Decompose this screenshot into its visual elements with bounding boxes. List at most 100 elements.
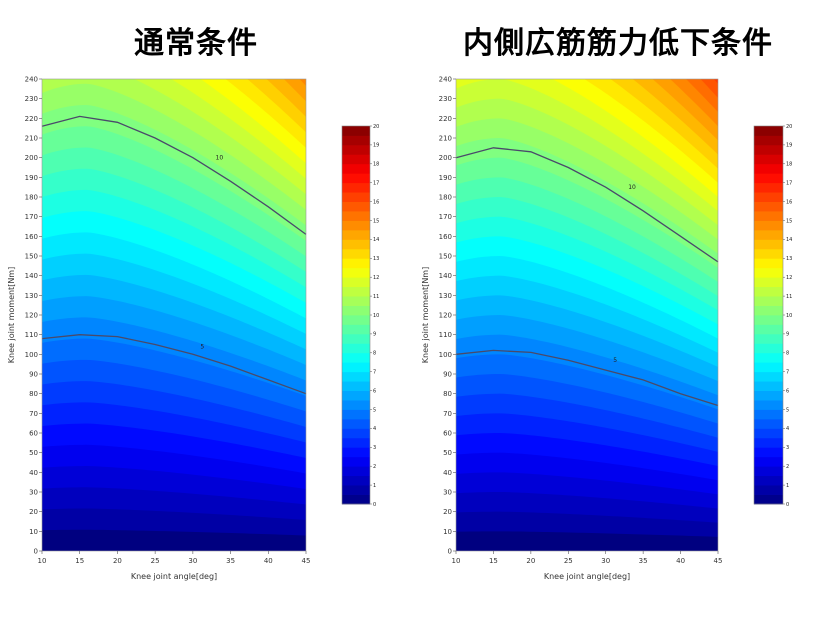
colorbar-segment [342, 400, 370, 410]
colorbar-segment [342, 144, 370, 155]
colorbar-segment [342, 485, 370, 495]
y-tick-label: 10 [29, 528, 38, 536]
x-tick-label: 45 [302, 557, 311, 565]
y-tick-label: 140 [25, 272, 38, 280]
colorbar-tick-label: 1 [786, 483, 789, 489]
colorbar-segment [754, 305, 783, 316]
contour-band [456, 0, 718, 79]
colorbar-segment [754, 173, 783, 184]
colorbar-segment [342, 305, 370, 316]
y-tick-label: 20 [29, 508, 38, 516]
contour-band [456, 0, 718, 79]
colorbar-tick-label: 7 [786, 370, 789, 376]
colorbar-tick-label: 9 [786, 332, 789, 338]
colorbar-tick-label: 19 [373, 143, 379, 149]
colorbar-segment [754, 409, 783, 420]
colorbar-tick-label: 10 [373, 313, 379, 319]
y-tick-label: 120 [439, 312, 452, 320]
y-tick-label: 110 [439, 331, 452, 339]
colorbar-tick-label: 15 [373, 218, 379, 224]
colorbar-tick-label: 0 [373, 502, 376, 508]
contour-line-10 [41, 115, 307, 235]
y-tick-label: 60 [29, 430, 38, 438]
colorbar-segment [342, 163, 370, 174]
colorbar-segment [754, 390, 783, 401]
y-tick-label: 50 [29, 449, 38, 457]
colorbar-segment [754, 485, 783, 495]
x-tick-label: 15 [489, 557, 498, 565]
y-tick-label: 120 [25, 312, 38, 320]
contour-band [456, 0, 718, 79]
colorbar-segment [754, 456, 783, 467]
colorbar-tick-label: 5 [786, 407, 789, 413]
colorbar-segment [342, 248, 370, 259]
colorbar-segment [754, 466, 783, 477]
colorbar-segment [342, 333, 370, 344]
colorbar-tick-label: 14 [373, 237, 379, 243]
colorbar-segment [754, 296, 783, 306]
colorbar-segment [754, 362, 783, 373]
colorbar-segment [754, 324, 783, 335]
contour-band [456, 79, 718, 169]
contour-band [42, 79, 306, 164]
colorbar-segment [342, 447, 370, 458]
colorbar-segment [754, 201, 783, 212]
x-tick-label: 45 [714, 557, 723, 565]
y-tick-label: 30 [443, 489, 452, 497]
contour-band [456, 0, 718, 79]
colorbar-tick-label: 12 [786, 275, 792, 281]
colorbar-segment [754, 248, 783, 259]
x-tick-label: 40 [676, 557, 685, 565]
y-tick-label: 190 [439, 174, 452, 182]
colorbar-tick-label: 2 [373, 464, 376, 470]
colorbar-segment [342, 352, 370, 363]
colorbar-segment [754, 135, 783, 146]
y-tick-label: 10 [443, 528, 452, 536]
colorbar-segment [342, 192, 370, 202]
y-tick-label: 220 [439, 115, 452, 123]
colorbar-segment [342, 315, 370, 325]
y-axis-label: Knee joint moment[Nm] [7, 267, 16, 363]
chart-panel-vm-weakness: 内側広筋筋力低下条件 5 10 0 10 20 30 40 50 60 70 80 90 100 110 1… [412, 0, 824, 631]
colorbar-segment [342, 494, 370, 505]
colorbar-segment [342, 475, 370, 486]
colorbar-segment [754, 239, 783, 250]
colorbar-segment [342, 381, 370, 391]
colorbar-segment [342, 126, 370, 136]
x-tick-label: 25 [151, 557, 160, 565]
y-tick-label: 230 [439, 95, 452, 103]
colorbar-segment [342, 409, 370, 420]
contour-band [456, 0, 718, 79]
colorbar-segment [754, 286, 783, 297]
contour-line-5 [455, 349, 719, 407]
colorbar-tick-label: 7 [373, 370, 376, 376]
colorbar-segment [754, 182, 783, 193]
colorbar-segment [754, 475, 783, 486]
colorbar-segment [342, 135, 370, 146]
y-tick-label: 0 [448, 548, 452, 556]
contour-band [42, 79, 306, 117]
chart-title: 内側広筋筋力低下条件 [463, 26, 773, 61]
colorbar-segment [342, 220, 370, 231]
y-tick-label: 130 [25, 292, 38, 300]
colorbar-tick-label: 1 [373, 483, 376, 489]
colorbar-tick-label: 4 [373, 426, 376, 432]
colorbar-tick-label: 11 [373, 294, 379, 300]
colorbar-tick-label: 17 [373, 181, 379, 187]
x-tick-label: 15 [75, 557, 84, 565]
y-tick-label: 60 [443, 430, 452, 438]
colorbar-tick-label: 5 [373, 407, 376, 413]
y-tick-label: 80 [443, 390, 452, 398]
x-tick-label: 30 [188, 557, 197, 565]
heatmap-chart-vm-weakness: 5100102030405060708090100110120130140150… [421, 0, 792, 582]
y-tick-label: 170 [439, 213, 452, 221]
contour-band [456, 79, 718, 113]
colorbar-tick-label: 6 [373, 388, 376, 394]
colorbar-tick-label: 13 [786, 256, 792, 262]
y-tick-label: 100 [25, 351, 38, 359]
contour-band [42, 0, 306, 79]
colorbar-segment [342, 211, 370, 221]
colorbar-tick-label: 0 [786, 502, 789, 508]
colorbar-segment [342, 267, 370, 278]
